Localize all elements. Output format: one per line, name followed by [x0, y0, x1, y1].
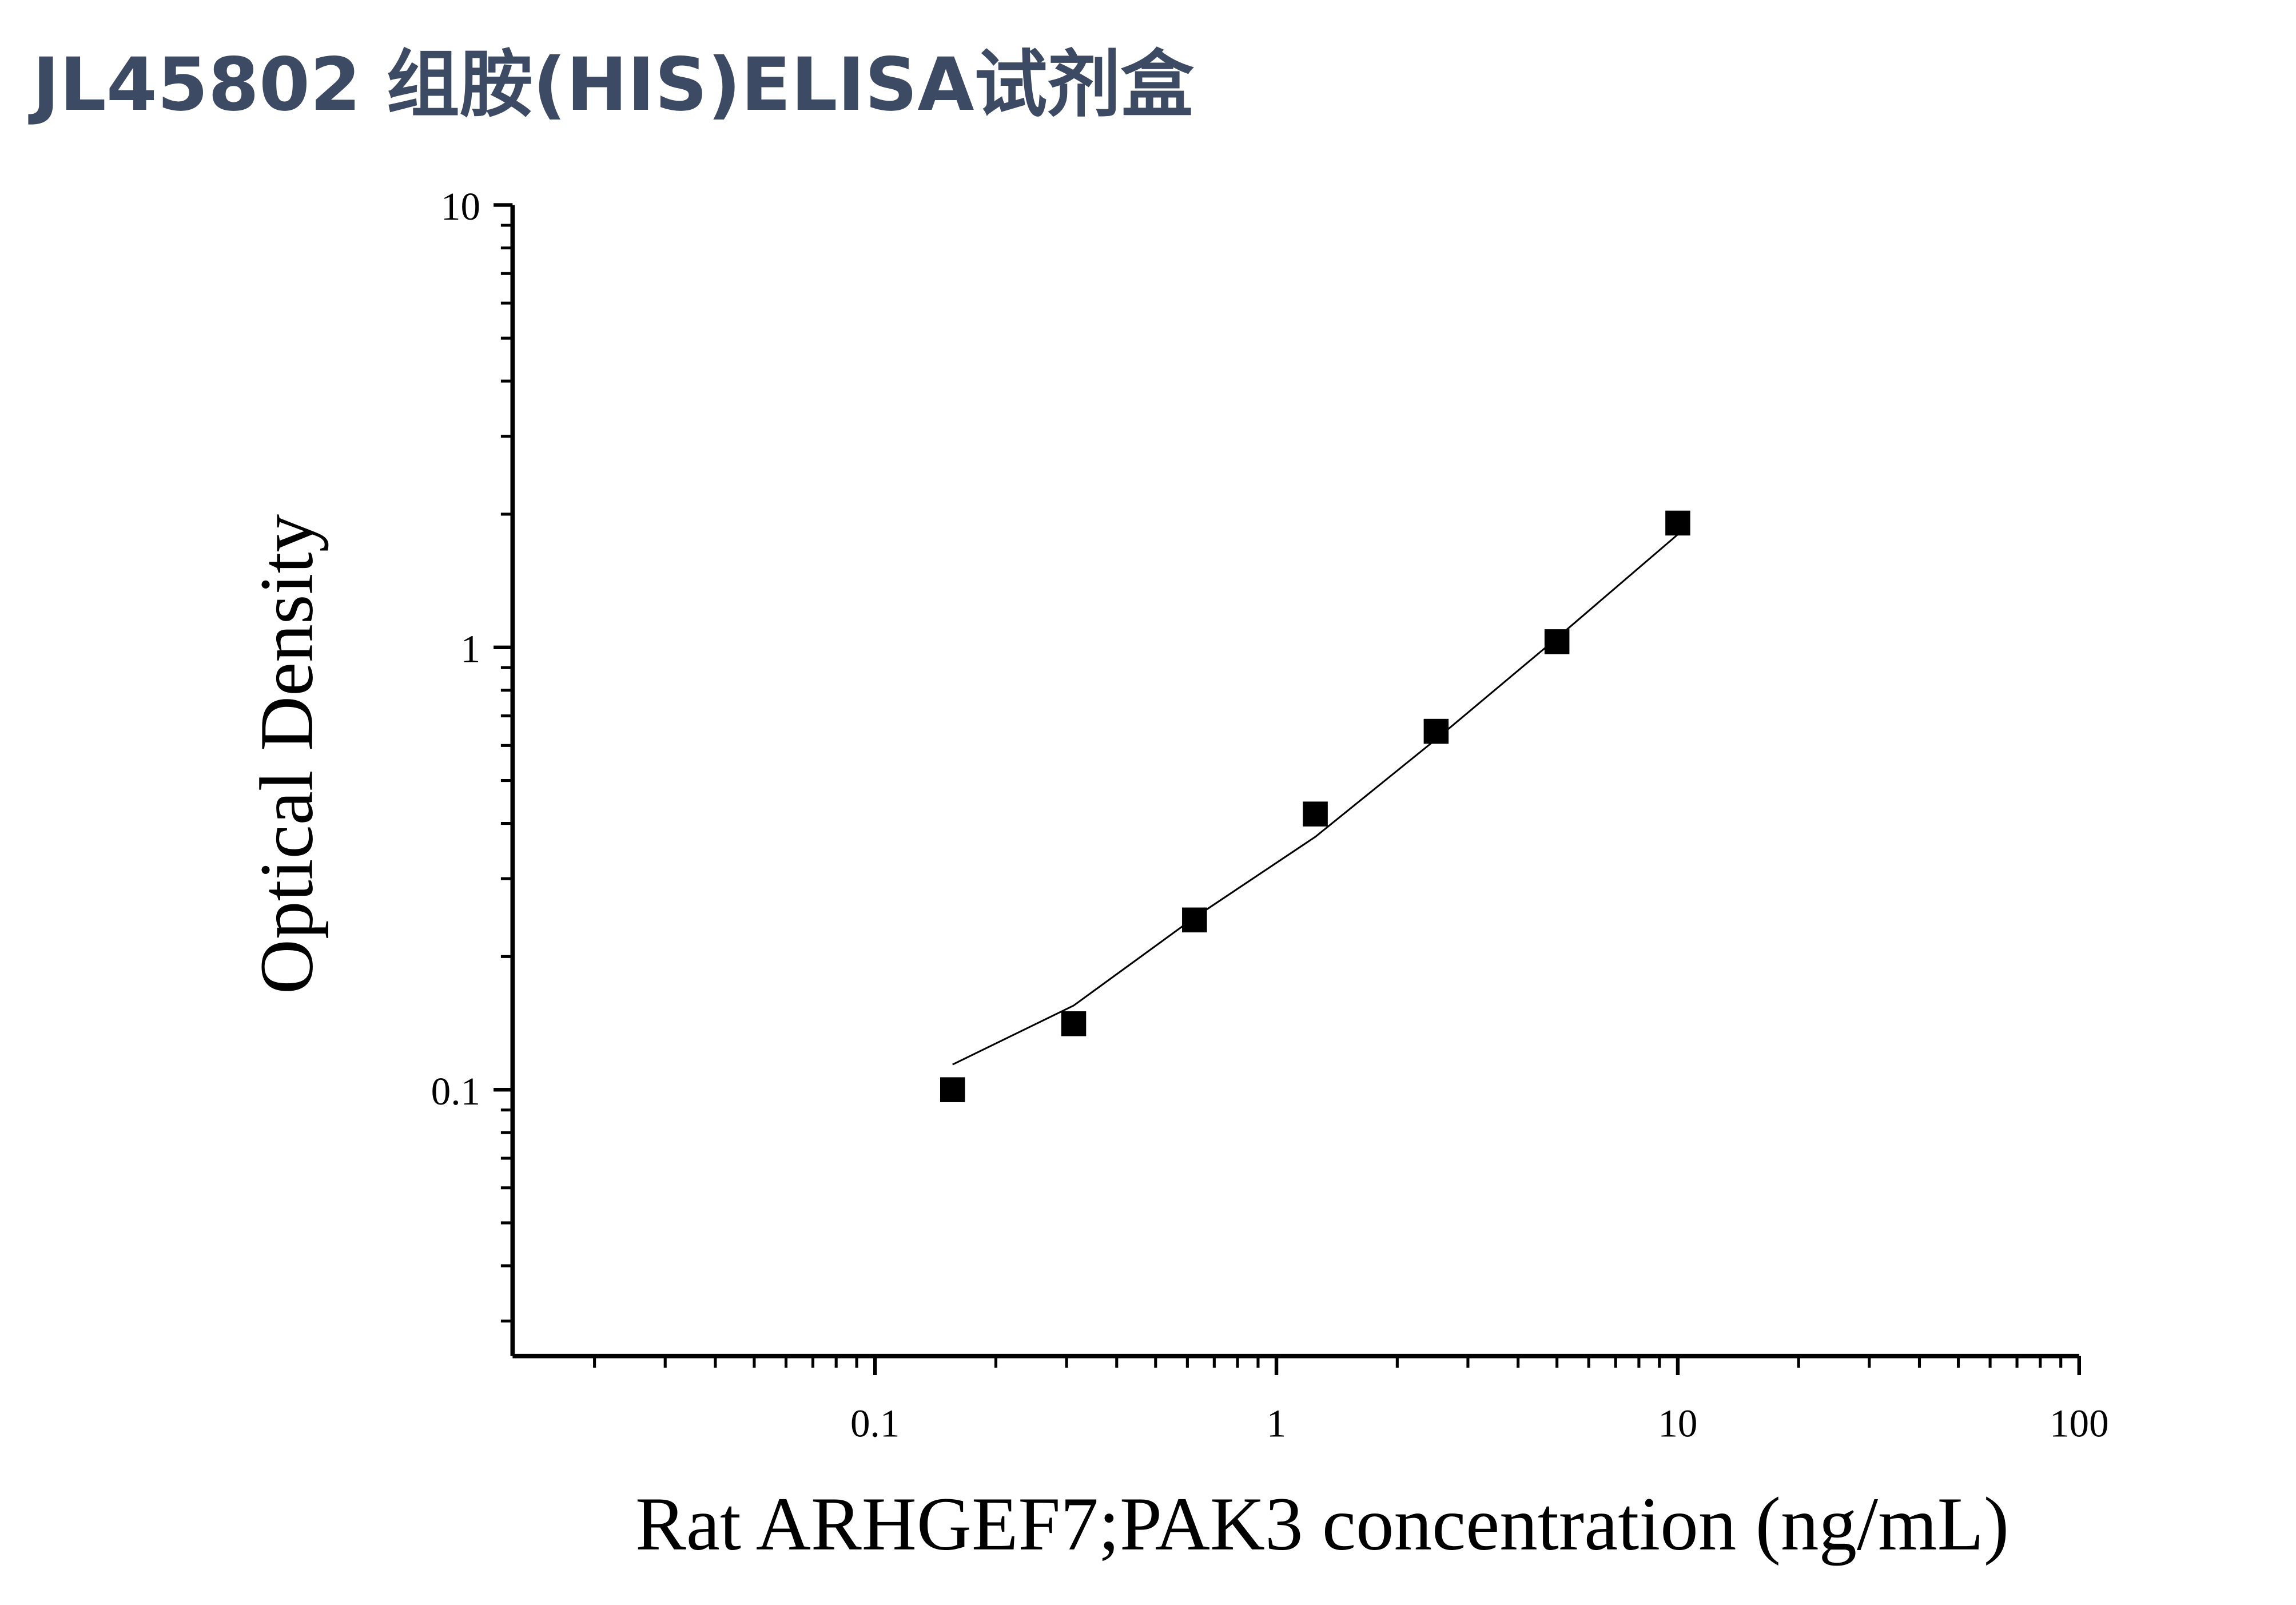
- y-tick-label: 0.1: [431, 1069, 480, 1113]
- data-point: [1303, 801, 1328, 827]
- y-tick-label: 1: [460, 626, 480, 670]
- chart-title: JL45802 组胺(HIS)ELISA试剂盒: [28, 42, 1195, 128]
- y-axis-label: Optical Density: [244, 514, 329, 994]
- data-point: [940, 1077, 965, 1102]
- x-axis-label: Rat ARHGEF7;PAK3 concentration (ng/mL): [635, 1481, 2009, 1566]
- fit-curve: [952, 534, 1678, 1066]
- x-tick-label: 10: [1658, 1401, 1697, 1445]
- x-tick-label: 1: [1267, 1401, 1287, 1445]
- data-point: [1665, 510, 1690, 536]
- data-point: [1061, 1011, 1087, 1036]
- y-tick-label: 10: [441, 184, 480, 228]
- data-point: [1182, 907, 1207, 933]
- x-tick-label: 100: [2050, 1401, 2109, 1445]
- x-tick-label: 0.1: [850, 1401, 900, 1445]
- data-point: [1423, 718, 1449, 744]
- data-point: [1544, 629, 1570, 654]
